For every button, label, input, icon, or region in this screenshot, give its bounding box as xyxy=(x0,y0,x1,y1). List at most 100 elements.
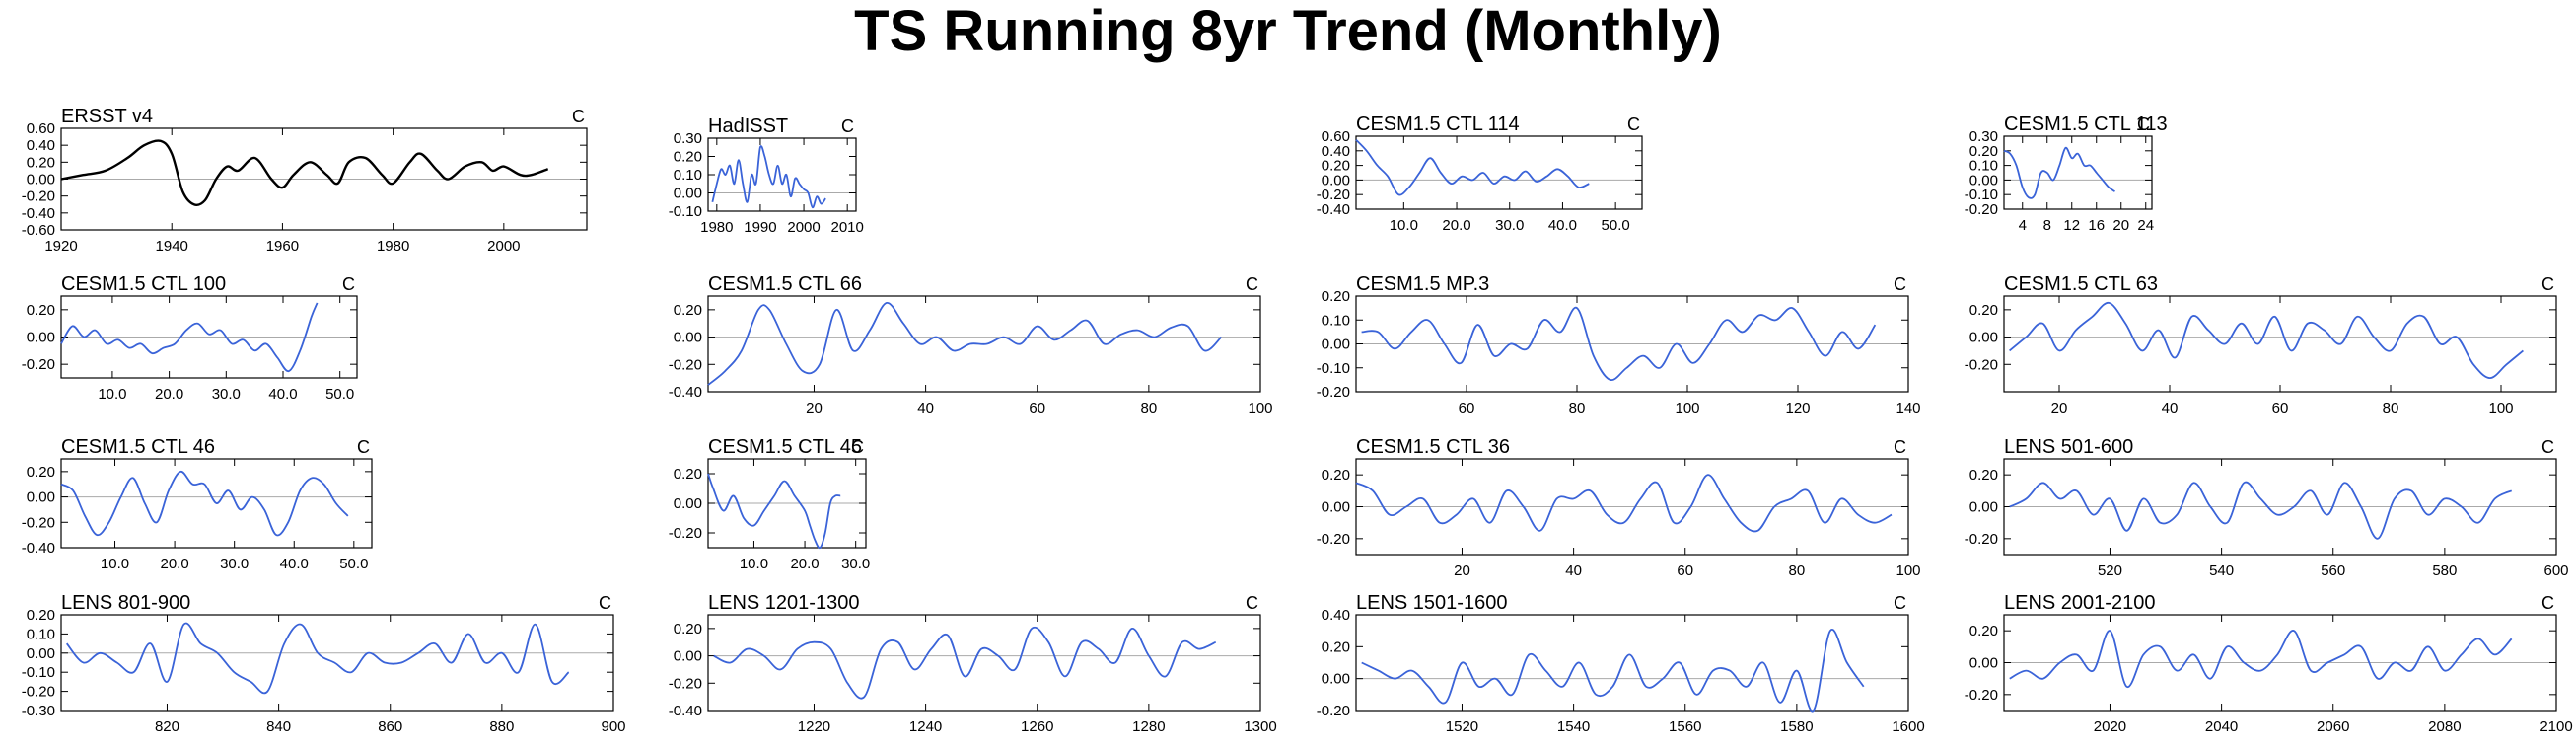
y-tick-label: 0.00 xyxy=(674,330,702,346)
y-tick-label: 0.00 xyxy=(674,648,702,665)
x-tick-label: 40 xyxy=(2162,400,2179,416)
y-tick-label: 0.00 xyxy=(674,186,702,202)
x-tick-label: 30.0 xyxy=(212,386,241,403)
units-label: C xyxy=(2541,274,2554,294)
series-line xyxy=(60,471,349,537)
series-line xyxy=(707,302,1223,386)
panel-title: ERSST v4 xyxy=(61,106,153,127)
plot-frame xyxy=(1355,614,1909,712)
x-tick-label: 80 xyxy=(1569,400,1586,416)
x-tick-label: 1260 xyxy=(1021,718,1053,735)
y-tick-label: 0.40 xyxy=(1322,607,1350,624)
chart-panel-2: -0.100.00 0.100.20 0.30 1980 1990 2000 2010 Had… xyxy=(669,115,864,236)
series-line xyxy=(1361,307,1877,382)
y-tick-label: 0.20 xyxy=(674,466,702,483)
x-tick-label: 80 xyxy=(1141,400,1158,416)
y-tick-label: 0.30 xyxy=(674,130,702,147)
chart-panel-12: -0.20 0.00 0.20 520 540 560 580 600 LENS 501-600… xyxy=(1965,436,2569,579)
panel-title: LENS 501-600 xyxy=(2004,436,2133,458)
x-tick-label: 540 xyxy=(2209,562,2234,579)
x-tick-label: 880 xyxy=(489,718,514,735)
units-label: C xyxy=(851,437,864,457)
x-tick-label: 10.0 xyxy=(101,556,129,572)
panel-title: CESM1.5 CTL 113 xyxy=(2004,113,2168,135)
x-tick-label: 16 xyxy=(2088,217,2105,234)
x-tick-label: 100 xyxy=(2488,400,2513,416)
series-line xyxy=(1355,474,1893,533)
x-tick-label: 120 xyxy=(1785,400,1810,416)
series-line xyxy=(2003,146,2116,199)
x-tick-label: 820 xyxy=(155,718,179,735)
plot-frame xyxy=(60,614,614,712)
series-line xyxy=(707,473,841,550)
y-tick-label: 0.00 xyxy=(1969,499,1998,516)
x-tick-label: 2010 xyxy=(830,219,863,236)
y-tick-label: 0.00 xyxy=(1322,172,1350,188)
x-tick-label: 12 xyxy=(2063,217,2080,234)
units-label: C xyxy=(342,274,355,294)
y-tick-label: 0.00 xyxy=(1322,337,1350,353)
figure-title: TS Running 8yr Trend (Monthly) xyxy=(854,0,1722,63)
y-tick-label: 0.00 xyxy=(27,172,55,188)
y-tick-label: -0.30 xyxy=(22,703,55,719)
panel-title: CESM1.5 CTL 114 xyxy=(1356,113,1520,135)
x-tick-label: 1560 xyxy=(1669,718,1701,735)
chart-panel-13: -0.30 -0.20 -0.10 0.00 0.10 0.20 820 840 860 880 9… xyxy=(22,592,626,735)
y-tick-label: 0.00 xyxy=(27,330,55,346)
y-tick-label: 0.20 xyxy=(674,302,702,319)
y-tick-label: 0.60 xyxy=(1322,128,1350,145)
x-tick-label: 2000 xyxy=(487,238,520,255)
y-tick-label: -0.20 xyxy=(1965,201,1998,218)
x-tick-label: 860 xyxy=(378,718,402,735)
y-tick-label: 0.20 xyxy=(1969,623,1998,639)
y-tick-label: 0.20 xyxy=(1322,638,1350,655)
units-label: C xyxy=(2541,437,2554,457)
panel-title: CESM1.5 MP.3 xyxy=(1356,273,1489,295)
x-tick-label: 140 xyxy=(1896,400,1920,416)
y-tick-label: 0.20 xyxy=(27,464,55,481)
plot-frame xyxy=(707,295,1261,393)
y-tick-label: 0.20 xyxy=(1969,302,1998,319)
plot-frame xyxy=(707,614,1261,712)
chart-panel-10: -0.20 0.00 0.20 10.0 20.0 30.0 CESM1.5 CTL 45C xyxy=(669,436,870,572)
y-tick-label: 0.20 xyxy=(27,607,55,624)
y-tick-label: -0.40 xyxy=(669,384,702,401)
series-line xyxy=(713,626,1217,700)
units-label: C xyxy=(841,116,854,136)
y-tick-label: -0.10 xyxy=(669,203,702,220)
y-tick-label: -0.20 xyxy=(669,525,702,542)
panel-title: LENS 2001-2100 xyxy=(2004,592,2155,614)
panel-title: CESM1.5 CTL 63 xyxy=(2004,273,2158,295)
x-tick-label: 2040 xyxy=(2205,718,2238,735)
x-tick-label: 1600 xyxy=(1892,718,1924,735)
y-tick-label: 0.00 xyxy=(1969,330,1998,346)
panel-title: CESM1.5 CTL 46 xyxy=(61,436,215,458)
units-label: C xyxy=(1246,593,1258,613)
y-tick-label: 0.40 xyxy=(1322,143,1350,160)
x-tick-label: 24 xyxy=(2137,217,2154,234)
y-tick-label: -0.60 xyxy=(22,222,55,239)
units-label: C xyxy=(357,437,370,457)
y-tick-label: -0.40 xyxy=(1317,201,1350,218)
y-tick-label: 0.10 xyxy=(27,626,55,642)
y-tick-label: -0.20 xyxy=(1317,703,1350,719)
y-tick-label: -0.20 xyxy=(22,684,55,701)
y-tick-label: 0.40 xyxy=(27,137,55,154)
y-tick-label: -0.20 xyxy=(22,188,55,205)
chart-panel-6: -0.40 -0.20 0.00 0.20 20 40 60 80 100 CESM1.5 CTL… xyxy=(669,273,1273,416)
plot-frame xyxy=(707,137,857,212)
chart-panel-4: -0.20-0.100.000.100.200.30 4 8 12 16 20 24 CESM… xyxy=(1965,113,2168,234)
chart-panel-15: -0.20 0.00 0.20 0.40 1520 1540 1560 1580 1600 LEN… xyxy=(1317,592,1925,735)
x-tick-label: 1520 xyxy=(1446,718,1478,735)
series-line xyxy=(2009,630,2513,688)
x-tick-label: 100 xyxy=(1248,400,1272,416)
y-tick-label: -0.20 xyxy=(1317,187,1350,203)
y-tick-label: -0.20 xyxy=(1317,531,1350,548)
x-tick-label: 50.0 xyxy=(1602,217,1630,234)
x-tick-label: 1280 xyxy=(1132,718,1165,735)
x-tick-label: 520 xyxy=(2098,562,2122,579)
y-tick-label: 0.20 xyxy=(674,149,702,166)
series-line xyxy=(1355,139,1590,196)
x-tick-label: 1300 xyxy=(1244,718,1276,735)
